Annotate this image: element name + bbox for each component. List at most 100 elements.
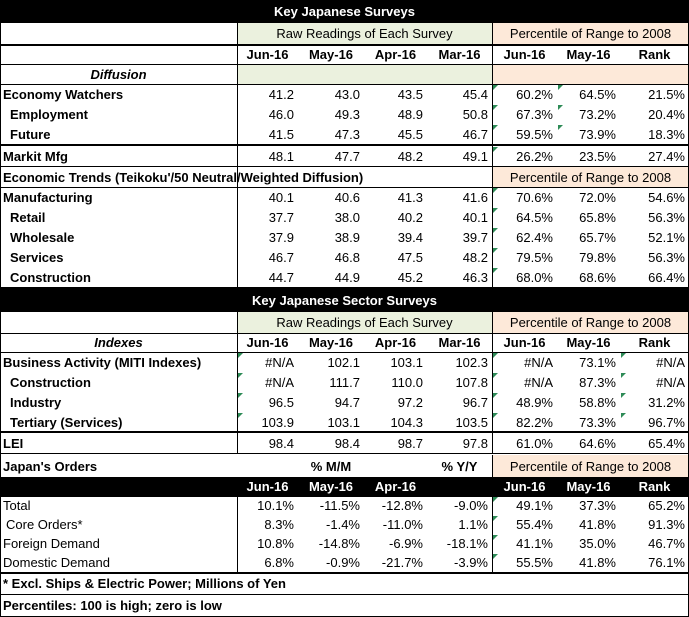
subheader-row: Raw Readings of Each Survey Percentile of… [0,22,689,44]
column-header: Jun-16 [237,477,298,496]
data-cell: 49.1 [462,148,488,164]
data-row: Total 10.1% -11.5% -12.8% -9.0% 49.1% 37.3% 65.… [0,496,689,515]
column-header: May-16 [566,335,611,350]
data-cell: 38.0 [334,209,360,225]
data-cell: 23.5% [579,148,616,164]
row-divider [0,477,689,478]
row-label: Domestic Demand [3,555,110,570]
row-label: Construction [10,374,91,390]
data-cell: 43.5 [397,86,423,102]
data-cell: 55.4% [516,517,553,532]
row-divider [0,352,689,353]
data-cell: 40.1 [268,189,294,205]
data-cell: 47.7 [334,148,360,164]
data-cell: 73.3% [579,414,616,430]
row-divider [0,431,689,433]
data-cell: 44.9 [334,269,360,285]
data-row: Domestic Demand 6.8% -0.9% -21.7% -3.9% 55.5%… [0,553,689,572]
comment-marker-icon [621,413,626,418]
comment-marker-icon [493,413,498,418]
row-label: Services [10,249,64,265]
mm-label: % M/M [310,458,352,474]
column-header: May-16 [566,46,611,62]
comment-marker-icon [493,353,498,358]
data-cell: 73.9% [579,126,616,142]
data-cell: -14.8% [318,536,360,551]
data-cell: 41.1% [516,536,553,551]
data-cell: 1.1% [458,517,488,532]
orders-title: Japan's Orders [3,458,98,474]
data-cell: -11.5% [319,498,360,513]
column-header: Jun-16 [492,477,557,496]
comment-marker-icon [493,85,498,90]
percentile-header: Percentile of Range to 2008 [492,311,689,333]
data-cell: 48.9 [397,106,423,122]
diffusion-row: Diffusion [0,64,689,84]
data-cell: 97.2 [397,394,423,410]
data-cell: -6.9% [389,536,423,551]
section-title: Key Japanese Surveys [0,0,689,22]
percentile-header: Percentile of Range to 2008 [492,22,689,44]
data-cell: 48.2 [397,148,423,164]
data-cell: 44.7 [268,269,294,285]
column-header: Jun-16 [246,46,289,62]
column-header: Jun-16 [503,46,546,62]
data-cell: 49.1% [516,498,553,513]
data-cell: 72.0% [579,189,616,205]
row-label: Total [3,498,31,513]
data-row: Core Orders* 8.3% -1.4% -11.0% 1.1% 55.4% 41.8… [0,515,689,534]
data-cell: 64.5% [516,209,553,225]
data-cell: 45.4 [462,86,488,102]
data-cell: 45.2 [397,269,423,285]
comment-marker-icon [493,208,498,213]
data-cell: 98.7 [397,435,423,451]
data-cell: 91.3% [648,517,685,532]
row-label: Employment [10,106,89,122]
data-cell: 27.4% [648,148,685,164]
data-cell: 58.8% [579,394,616,410]
data-cell: 73.2% [579,106,616,122]
data-cell: 65.8% [579,209,616,225]
raw-readings-header: Raw Readings of Each Survey [237,22,492,44]
trends-header-row: Economic Trends (Teikoku'/50 Neutral/Wei… [0,167,689,187]
data-cell: 46.7% [648,536,685,551]
row-label: Core Orders* [6,517,83,532]
comment-marker-icon [558,105,563,110]
filler-cell [237,64,492,84]
comment-marker-icon [238,373,243,378]
data-cell: 48.1 [268,148,294,164]
column-header: May-16 [298,477,364,496]
col-divider [0,0,1,617]
data-cell: -1.4% [326,517,360,532]
data-cell: 46.7 [268,249,294,265]
data-cell: -12.8% [381,498,423,513]
data-cell: 6.8% [264,555,294,570]
data-cell: 103.9 [261,414,294,430]
section-title-bar: Key Japanese Sector Surveys [0,289,689,311]
data-cell: 96.7% [648,414,685,430]
row-divider [0,287,689,289]
data-cell: -18.1% [446,536,488,551]
comment-marker-icon [493,516,498,521]
row-label: Economy Watchers [3,86,124,102]
data-cell: 103.1 [390,354,423,370]
column-header: Mar-16 [438,335,481,350]
row-divider [0,496,689,497]
column-header-row: Indexes Jun-16 May-16 Apr-16 Mar-16 Jun-16 May… [0,333,689,352]
row-label: Future [10,126,51,142]
data-cell: 66.4% [648,269,685,285]
data-cell: 39.4 [397,229,423,245]
comment-marker-icon [493,105,498,110]
data-cell: #N/A [656,354,685,370]
row-divider [0,44,689,46]
data-cell: 64.5% [579,86,616,102]
data-cell: 8.3% [264,517,294,532]
row-divider [0,144,689,146]
row-divider [0,64,689,65]
data-cell: 98.4 [334,435,360,451]
comment-marker-icon [493,228,498,233]
data-cell: 97.8 [462,435,488,451]
comment-marker-icon [621,393,626,398]
data-row: Industry 96.5 94.7 97.2 96.7 48.9% 58.8% 31.2% [0,392,689,412]
